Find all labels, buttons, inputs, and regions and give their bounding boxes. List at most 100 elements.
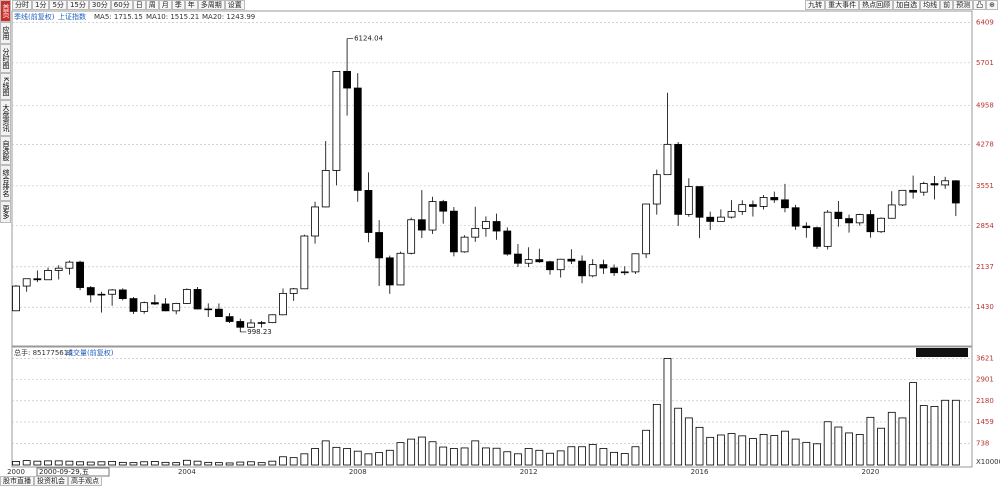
volume-bar bbox=[951, 399, 960, 466]
period-button[interactable]: 年 bbox=[184, 0, 198, 10]
volume-bar bbox=[311, 448, 319, 466]
volume-bar bbox=[546, 452, 554, 466]
tool-button[interactable]: 热点回顾 bbox=[859, 0, 894, 10]
candle-body bbox=[855, 214, 864, 224]
candle-body bbox=[556, 258, 565, 271]
candle-body bbox=[311, 206, 319, 237]
legend-ma20: MA20: 1243.99 bbox=[202, 13, 255, 21]
chart-subtitle: 季线(前复权) bbox=[14, 12, 55, 21]
candle-body bbox=[652, 174, 661, 205]
volume-bar bbox=[343, 448, 351, 466]
volume-bar bbox=[86, 461, 95, 466]
period-button[interactable]: 多周期 bbox=[197, 0, 225, 10]
candle-body bbox=[930, 183, 939, 186]
volume-bar bbox=[492, 447, 501, 466]
sidebar-tab[interactable]: K线图 bbox=[0, 73, 11, 100]
candle-body bbox=[706, 216, 715, 222]
volume-bar bbox=[727, 433, 736, 466]
volume-bar bbox=[834, 426, 843, 466]
volume-bar bbox=[599, 448, 608, 466]
volume-bar bbox=[503, 451, 512, 466]
period-button[interactable]: 1分 bbox=[32, 0, 50, 10]
volume-bar bbox=[65, 460, 74, 466]
sidebar-tab[interactable]: 综合排名 bbox=[0, 164, 11, 201]
tool-button[interactable]: 加自选 bbox=[893, 0, 921, 10]
candle-body bbox=[887, 204, 896, 219]
legend-ma5: MA5: 1715.15 bbox=[94, 13, 143, 21]
volume-bar bbox=[182, 459, 191, 466]
volume-bar bbox=[898, 417, 907, 466]
volume-bar bbox=[866, 416, 875, 466]
volume-bar bbox=[759, 433, 768, 466]
sidebar-tab[interactable]: 大盘资讯 bbox=[0, 99, 11, 136]
candle-body bbox=[97, 293, 106, 296]
tool-button[interactable]: 均线 bbox=[920, 0, 941, 10]
y-tick-label: 2901 bbox=[976, 376, 994, 384]
period-button[interactable]: 设置 bbox=[224, 0, 245, 10]
candle-body bbox=[385, 257, 394, 286]
period-button[interactable]: 15分 bbox=[66, 0, 89, 10]
volume-bar bbox=[706, 436, 715, 466]
period-button[interactable]: 5分 bbox=[49, 0, 67, 10]
candle-body bbox=[268, 314, 277, 324]
period-button[interactable]: 日 bbox=[132, 0, 146, 10]
period-button[interactable]: 分时 bbox=[12, 0, 32, 10]
tool-button[interactable]: 前 bbox=[940, 0, 954, 10]
volume-bar bbox=[642, 429, 651, 466]
x-tick-label: 2012 bbox=[520, 468, 538, 476]
period-button[interactable]: 月 bbox=[158, 0, 172, 10]
volume-bar bbox=[802, 441, 811, 466]
candle-body bbox=[514, 253, 522, 264]
candle-body bbox=[610, 267, 618, 274]
tool-toolbar: 九转 重大事件 热点回顾 加自选 均线前预测凸 ⊕ bbox=[805, 0, 998, 10]
volume-bar bbox=[578, 446, 586, 466]
volume-bar bbox=[353, 450, 362, 466]
y-tick-label: 2854 bbox=[976, 222, 994, 230]
candle-body bbox=[503, 230, 512, 255]
volume-bar bbox=[460, 447, 469, 466]
tool-button[interactable]: 重大事件 bbox=[825, 0, 860, 10]
x-tick-label: 2016 bbox=[691, 468, 709, 476]
candle-body bbox=[332, 70, 341, 171]
volume-bar bbox=[588, 444, 597, 466]
volume-bar bbox=[129, 462, 138, 466]
candle-body bbox=[449, 210, 458, 253]
volume-bar bbox=[44, 460, 52, 466]
volume-bar bbox=[22, 460, 31, 466]
volume-bar bbox=[204, 461, 213, 466]
volume-bar bbox=[118, 461, 127, 466]
tool-button[interactable]: 九转 bbox=[805, 0, 826, 10]
candle-body bbox=[482, 221, 490, 229]
candle-body bbox=[599, 264, 608, 269]
sidebar-tab[interactable]: 分时图 bbox=[0, 44, 11, 73]
sidebar-tab[interactable]: 更多 bbox=[0, 200, 11, 223]
volume-bar bbox=[33, 460, 42, 466]
candle-body bbox=[321, 170, 330, 208]
candle-body bbox=[22, 278, 31, 287]
tool-button[interactable]: 凸 bbox=[973, 0, 987, 10]
sidebar: 首页 应用 分时图 K线图 大盘资讯 自选股 综合排名 更多 bbox=[0, 0, 11, 223]
sidebar-tab[interactable]: 应用 bbox=[0, 22, 11, 44]
volume-bar bbox=[76, 461, 84, 466]
volume-bar bbox=[54, 460, 63, 466]
volume-title: 成交量(前复权) bbox=[66, 348, 114, 357]
tool-button[interactable]: 预测 bbox=[953, 0, 974, 10]
candle-body bbox=[759, 197, 768, 207]
candle-body bbox=[236, 321, 245, 328]
period-button[interactable]: 周 bbox=[145, 0, 159, 10]
sidebar-tab[interactable]: 首页 bbox=[0, 0, 11, 22]
volume-bar bbox=[620, 453, 629, 466]
period-button[interactable]: 30分 bbox=[88, 0, 111, 10]
candle-body bbox=[204, 308, 213, 311]
tool-button[interactable]: ⊕ bbox=[986, 0, 998, 10]
period-button[interactable]: 60分 bbox=[110, 0, 133, 10]
sidebar-tab[interactable]: 自选股 bbox=[0, 135, 11, 165]
candle-body bbox=[674, 143, 683, 215]
volume-bar bbox=[556, 450, 565, 466]
candle-body bbox=[535, 259, 544, 263]
candle-body bbox=[716, 216, 725, 222]
y-tick-label: 3551 bbox=[976, 182, 994, 190]
candle-body bbox=[417, 219, 426, 231]
period-button[interactable]: 季 bbox=[171, 0, 185, 10]
candle-body bbox=[471, 227, 480, 238]
